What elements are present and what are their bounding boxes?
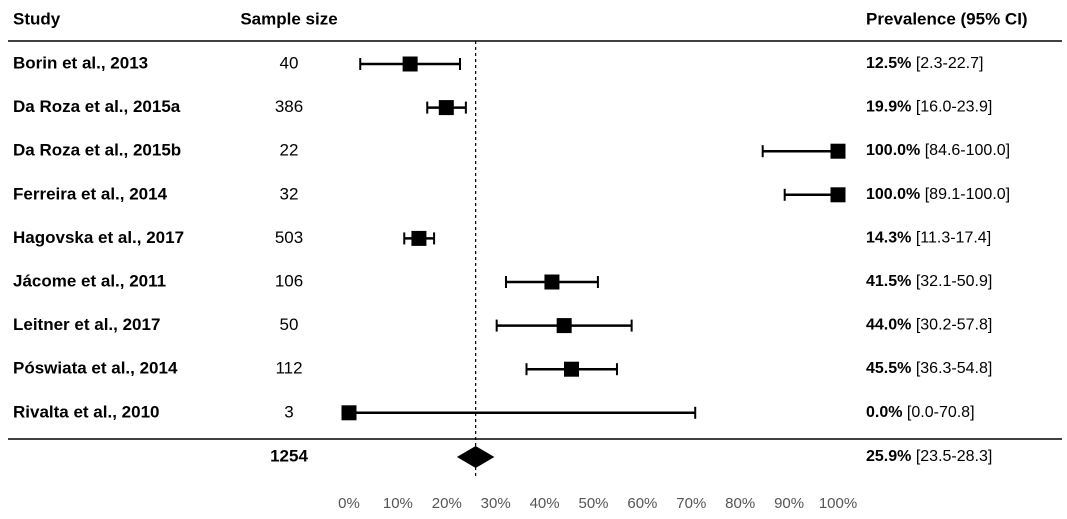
study-label: Póswiata et al., 2014 <box>13 359 178 378</box>
header-study: Study <box>13 9 61 28</box>
prevalence-estimate: 0.0% [0.0-70.8] <box>866 404 975 421</box>
study-label: Hagovska et al., 2017 <box>13 228 184 247</box>
estimate-value: 100.0% <box>866 142 920 159</box>
point-estimate-marker <box>563 361 579 377</box>
prevalence-estimate: 45.5% [36.3-54.8] <box>866 360 992 377</box>
confidence-interval: [11.3-17.4] <box>916 230 991 247</box>
x-tick-label: 50% <box>578 495 608 512</box>
study-label: Ferreira et al., 2014 <box>13 184 168 203</box>
prevalence-estimate: 19.9% [16.0-23.9] <box>866 99 992 116</box>
point-estimate-marker <box>438 100 454 116</box>
sample-size: 503 <box>275 228 303 247</box>
header-prevalence: Prevalence (95% CI) <box>866 9 1028 28</box>
study-label: Rivalta et al., 2010 <box>13 402 159 421</box>
sample-size: 22 <box>280 141 299 160</box>
confidence-interval: [30.2-57.8] <box>916 317 993 334</box>
pooled-sample-size: 1254 <box>270 446 308 465</box>
study-label: Da Roza et al., 2015a <box>13 97 181 116</box>
confidence-interval: [32.1-50.9] <box>916 273 993 290</box>
prevalence-estimate: 100.0% [89.1-100.0] <box>866 186 1010 203</box>
sample-size: 106 <box>275 271 303 290</box>
x-tick-label: 80% <box>725 495 755 512</box>
confidence-interval: [0.0-70.8] <box>907 404 975 421</box>
prevalence-estimate: 44.0% [30.2-57.8] <box>866 317 992 334</box>
prevalence-estimate: 12.5% [2.3-22.7] <box>866 55 983 72</box>
confidence-interval: [2.3-22.7] <box>916 55 984 72</box>
x-tick-label: 10% <box>383 495 413 512</box>
pooled-confidence-interval: [23.5-28.3] <box>916 448 993 465</box>
point-estimate-marker <box>341 405 357 421</box>
pooled-estimate-value: 25.9% <box>866 448 911 465</box>
study-label: Leitner et al., 2017 <box>13 315 160 334</box>
x-tick-label: 90% <box>774 495 804 512</box>
x-tick-label: 40% <box>530 495 560 512</box>
estimate-value: 19.9% <box>866 99 911 116</box>
confidence-interval: [84.6-100.0] <box>925 142 1010 159</box>
sample-size: 32 <box>280 184 299 203</box>
prevalence-estimate: 41.5% [32.1-50.9] <box>866 273 992 290</box>
x-tick-label: 30% <box>481 495 511 512</box>
point-estimate-marker <box>411 230 427 246</box>
estimate-value: 14.3% <box>866 230 911 247</box>
sample-size: 112 <box>275 359 302 378</box>
study-label: Jácome et al., 2011 <box>13 271 166 290</box>
study-label: Borin et al., 2013 <box>13 53 148 72</box>
prevalence-estimate: 14.3% [11.3-17.4] <box>866 230 991 247</box>
confidence-interval: [89.1-100.0] <box>925 186 1010 203</box>
estimate-value: 0.0% <box>866 404 902 421</box>
estimate-value: 100.0% <box>866 186 920 203</box>
estimate-value: 45.5% <box>866 360 911 377</box>
point-estimate-marker <box>544 274 560 290</box>
x-tick-label: 60% <box>627 495 657 512</box>
x-tick-label: 100% <box>819 495 857 512</box>
point-estimate-marker <box>556 318 572 334</box>
pooled-estimate: 25.9% [23.5-28.3] <box>866 448 992 465</box>
point-estimate-marker <box>402 56 418 72</box>
estimate-value: 44.0% <box>866 317 911 334</box>
sample-size: 3 <box>284 402 293 421</box>
point-estimate-marker <box>830 143 846 159</box>
header-sample-size: Sample size <box>240 9 337 28</box>
point-estimate-marker <box>830 187 846 203</box>
estimate-value: 12.5% <box>866 55 911 72</box>
prevalence-estimate: 100.0% [84.6-100.0] <box>866 142 1010 159</box>
pooled-diamond <box>456 446 495 468</box>
estimate-value: 41.5% <box>866 273 911 290</box>
x-tick-label: 0% <box>338 495 360 512</box>
x-tick-label: 70% <box>676 495 706 512</box>
confidence-interval: [36.3-54.8] <box>916 360 993 377</box>
sample-size: 40 <box>280 53 299 72</box>
sample-size: 50 <box>280 315 299 334</box>
x-tick-label: 20% <box>432 495 462 512</box>
study-label: Da Roza et al., 2015b <box>13 141 181 160</box>
sample-size: 386 <box>275 97 303 116</box>
confidence-interval: [16.0-23.9] <box>916 99 993 116</box>
